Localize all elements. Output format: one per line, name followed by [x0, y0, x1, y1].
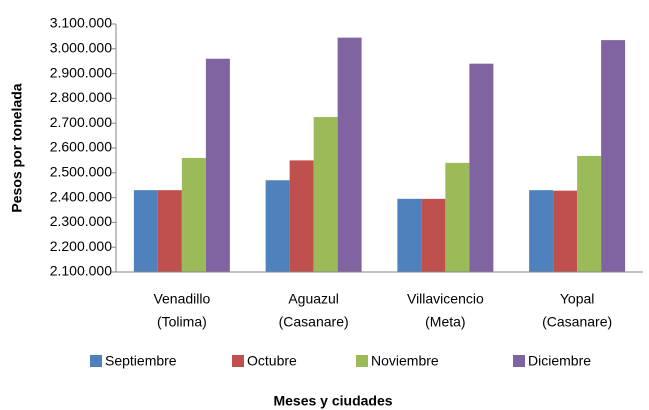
y-tick-label: 2.200.000 [50, 238, 112, 254]
bar [133, 190, 158, 272]
x-tick-label: (Tolima) [157, 314, 207, 330]
x-tick-label: (Meta) [425, 314, 465, 330]
legend-swatch [513, 355, 525, 367]
x-tick-label: (Casanare) [542, 314, 612, 330]
bar [397, 198, 422, 272]
y-tick-label: 3.000.000 [50, 40, 112, 56]
y-tick-label: 2.100.000 [50, 263, 112, 279]
bar [529, 190, 554, 272]
legend-swatch [90, 355, 102, 367]
bar [553, 190, 578, 272]
y-tick-label: 2.400.000 [50, 188, 112, 204]
x-tick-label: Yopal [560, 291, 595, 307]
bar [337, 37, 362, 272]
legend-label: Octubre [247, 353, 297, 369]
legend-label: Septiembre [105, 353, 177, 369]
bar [577, 155, 602, 272]
x-tick-label: Venadillo [153, 291, 210, 307]
x-tick-label: Aguazul [288, 291, 339, 307]
y-tick-label: 2.700.000 [50, 114, 112, 130]
y-axis-title: Pesos por tonelada [9, 83, 25, 212]
bar [421, 198, 446, 272]
bar [469, 63, 494, 273]
bar [289, 160, 314, 272]
bar [181, 157, 206, 272]
bar [205, 58, 230, 272]
legend-swatch [356, 355, 368, 367]
legend-label: Diciembre [528, 353, 591, 369]
y-tick-label: 2.800.000 [50, 89, 112, 105]
bar [601, 40, 626, 273]
x-tick-label: Villavicencio [407, 291, 484, 307]
y-tick-label: 2.500.000 [50, 164, 112, 180]
x-tick-label: (Casanare) [279, 314, 349, 330]
bar [445, 162, 470, 272]
bar [265, 180, 290, 272]
y-tick-label: 2.600.000 [50, 139, 112, 155]
y-tick-label: 2.300.000 [50, 213, 112, 229]
y-tick-label: 2.900.000 [50, 64, 112, 80]
bar [157, 190, 182, 272]
bar [313, 117, 338, 272]
legend-label: Noviembre [371, 353, 439, 369]
legend-swatch [232, 355, 244, 367]
x-axis-title: Meses y ciudades [273, 393, 392, 409]
y-tick-label: 3.100.000 [50, 15, 112, 31]
